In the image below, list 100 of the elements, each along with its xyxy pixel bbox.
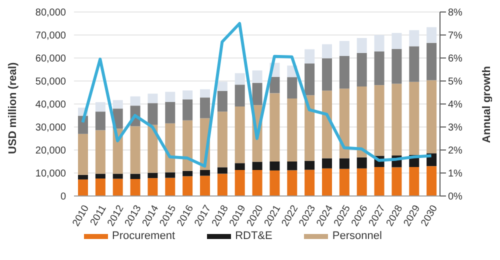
bar xyxy=(322,58,332,91)
bar xyxy=(200,89,210,98)
y2-axis-title: Annual growth xyxy=(480,66,493,143)
bar xyxy=(426,80,437,154)
bar xyxy=(130,178,140,196)
bar xyxy=(374,51,384,86)
bar xyxy=(252,162,262,170)
bar xyxy=(165,178,176,196)
y2-tick-label: 6% xyxy=(448,54,463,65)
bar xyxy=(182,170,193,176)
y2-tick-label: 3% xyxy=(448,122,463,134)
y-tick-label: 30,000 xyxy=(35,122,66,134)
y2-tick-label: 7% xyxy=(448,30,463,42)
bar xyxy=(234,84,245,107)
bar xyxy=(426,42,437,80)
bar xyxy=(200,98,210,118)
bar xyxy=(409,167,420,196)
y-tick-label: 40,000 xyxy=(35,100,66,111)
bar xyxy=(287,98,298,162)
y-tick-label: 80,000 xyxy=(35,8,66,19)
bar xyxy=(409,82,420,155)
legend-label: Personnel xyxy=(332,230,382,242)
bar xyxy=(182,99,193,120)
bar xyxy=(339,168,350,196)
bar xyxy=(426,166,437,196)
bar xyxy=(339,88,350,158)
bar xyxy=(234,170,245,196)
bar xyxy=(165,123,176,172)
bar xyxy=(200,176,210,196)
bar xyxy=(165,92,176,102)
y2-tick-label: 0% xyxy=(448,192,463,203)
bar xyxy=(165,172,176,178)
y2-tick-label: 8% xyxy=(448,8,463,19)
y2-tick-label: 2% xyxy=(448,146,463,157)
bar xyxy=(322,168,332,196)
bar xyxy=(148,103,158,125)
y-tick-label: 50,000 xyxy=(35,76,66,88)
bar xyxy=(304,170,315,196)
legend-label: RDT&E xyxy=(235,230,272,242)
bar xyxy=(287,77,298,98)
bar xyxy=(182,120,193,171)
bar xyxy=(287,162,298,170)
bar xyxy=(217,174,228,196)
bar xyxy=(148,178,158,196)
y-axis-title: USD million (real) xyxy=(6,62,19,154)
bar xyxy=(234,163,245,170)
bar xyxy=(270,76,280,94)
bar xyxy=(392,49,402,84)
y2-tick-label: 1% xyxy=(448,168,463,180)
bar xyxy=(95,112,106,130)
y2-tick-label: 4% xyxy=(448,100,463,111)
bar xyxy=(112,174,123,179)
bar xyxy=(217,90,228,112)
bar xyxy=(234,106,245,164)
bar xyxy=(148,94,158,104)
bar xyxy=(339,56,350,89)
bar xyxy=(130,126,140,174)
bar xyxy=(112,178,123,196)
bar xyxy=(304,64,315,96)
bar xyxy=(322,90,332,158)
bar xyxy=(148,172,158,178)
bar xyxy=(322,158,332,168)
bar xyxy=(356,168,367,196)
bar xyxy=(78,179,88,196)
legend-label: Procurement xyxy=(112,230,176,242)
bar xyxy=(95,174,106,179)
bar xyxy=(78,134,88,175)
bar xyxy=(200,170,210,176)
y-tick-label: 20,000 xyxy=(35,146,66,157)
bar xyxy=(356,86,367,158)
bar xyxy=(339,40,350,56)
bar xyxy=(148,124,158,173)
bar xyxy=(356,52,367,87)
bar xyxy=(304,95,315,161)
bar xyxy=(392,167,402,196)
bar xyxy=(392,84,402,156)
bar xyxy=(409,46,420,82)
bar xyxy=(182,90,193,100)
bar xyxy=(130,174,140,179)
bar xyxy=(356,157,367,168)
bar xyxy=(252,82,262,106)
bar xyxy=(270,170,280,196)
y2-tick-label: 5% xyxy=(448,76,463,88)
bar xyxy=(217,167,228,174)
bar xyxy=(78,174,88,180)
bar xyxy=(217,112,228,168)
y-tick-label: 0 xyxy=(60,192,66,203)
y-tick-label: 70,000 xyxy=(35,30,66,42)
y-tick-label: 60,000 xyxy=(35,54,66,65)
bar xyxy=(270,162,280,170)
bar xyxy=(182,176,193,196)
bar xyxy=(339,158,350,169)
bar xyxy=(252,170,262,196)
bar xyxy=(270,93,280,162)
bar xyxy=(356,38,367,53)
bar xyxy=(165,102,176,124)
bar xyxy=(95,130,106,174)
y-tick-label: 10,000 xyxy=(35,168,66,180)
line-series xyxy=(81,22,433,168)
bar xyxy=(287,170,298,196)
